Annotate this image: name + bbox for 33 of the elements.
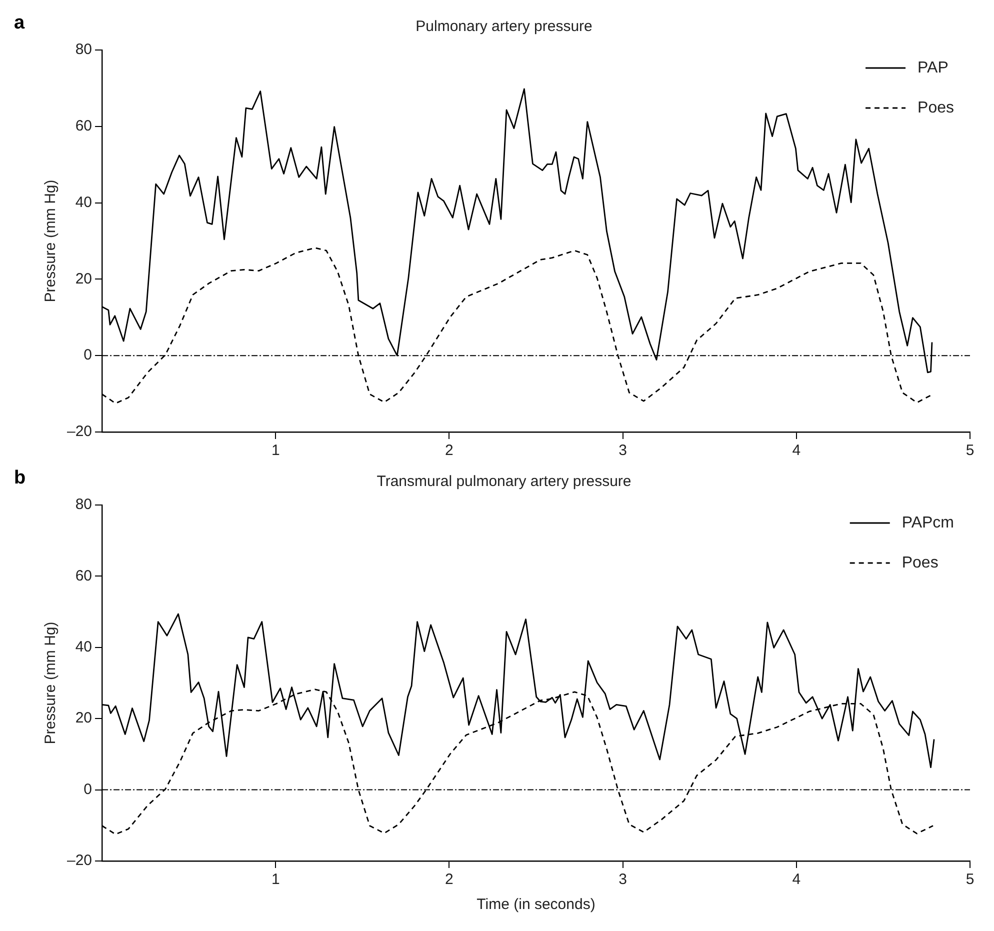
y-tick-label: 60 bbox=[75, 118, 92, 135]
x-tick-label: 5 bbox=[966, 871, 974, 888]
x-tick-label: 1 bbox=[271, 442, 280, 460]
legend-label: PAPcm bbox=[902, 514, 954, 532]
x-tick-label: 2 bbox=[445, 442, 454, 460]
y-tick-label: –20 bbox=[66, 423, 92, 440]
y-tick-label: 20 bbox=[75, 710, 92, 727]
x-tick-label: 4 bbox=[792, 871, 801, 888]
x-tick-label: 1 bbox=[271, 871, 280, 888]
y-tick-label: 80 bbox=[75, 496, 92, 514]
text: b bbox=[14, 468, 26, 489]
x-axis-title: Time (in seconds) bbox=[476, 896, 596, 914]
y-tick-label: 20 bbox=[75, 270, 92, 288]
y-tick-label: 0 bbox=[84, 346, 92, 364]
x-tick-label: 4 bbox=[792, 442, 801, 460]
x-tick-label: 2 bbox=[445, 871, 454, 888]
text: a bbox=[14, 12, 25, 34]
legend-label: Poes bbox=[918, 99, 954, 116]
y-axis-title: Pressure (mm Hg) bbox=[42, 180, 60, 302]
y-tick-label: 40 bbox=[75, 638, 92, 656]
y-tick-label: 40 bbox=[75, 194, 92, 211]
y-tick-label: 80 bbox=[75, 41, 92, 58]
x-tick-label: 5 bbox=[966, 442, 974, 460]
legend-label: PAP bbox=[918, 59, 948, 76]
y-axis-title: Pressure (mm Hg) bbox=[42, 622, 60, 744]
y-tick-label: 0 bbox=[84, 780, 92, 798]
chart-title: Pulmonary artery pressure bbox=[416, 18, 592, 36]
y-tick-label: 60 bbox=[75, 567, 92, 584]
x-tick-label: 3 bbox=[618, 442, 627, 460]
legend-label: Poes bbox=[902, 554, 938, 572]
x-tick-label: 3 bbox=[618, 871, 627, 888]
y-tick-label: –20 bbox=[66, 852, 92, 870]
chart-title: Transmural pulmonary artery pressure bbox=[376, 473, 632, 490]
